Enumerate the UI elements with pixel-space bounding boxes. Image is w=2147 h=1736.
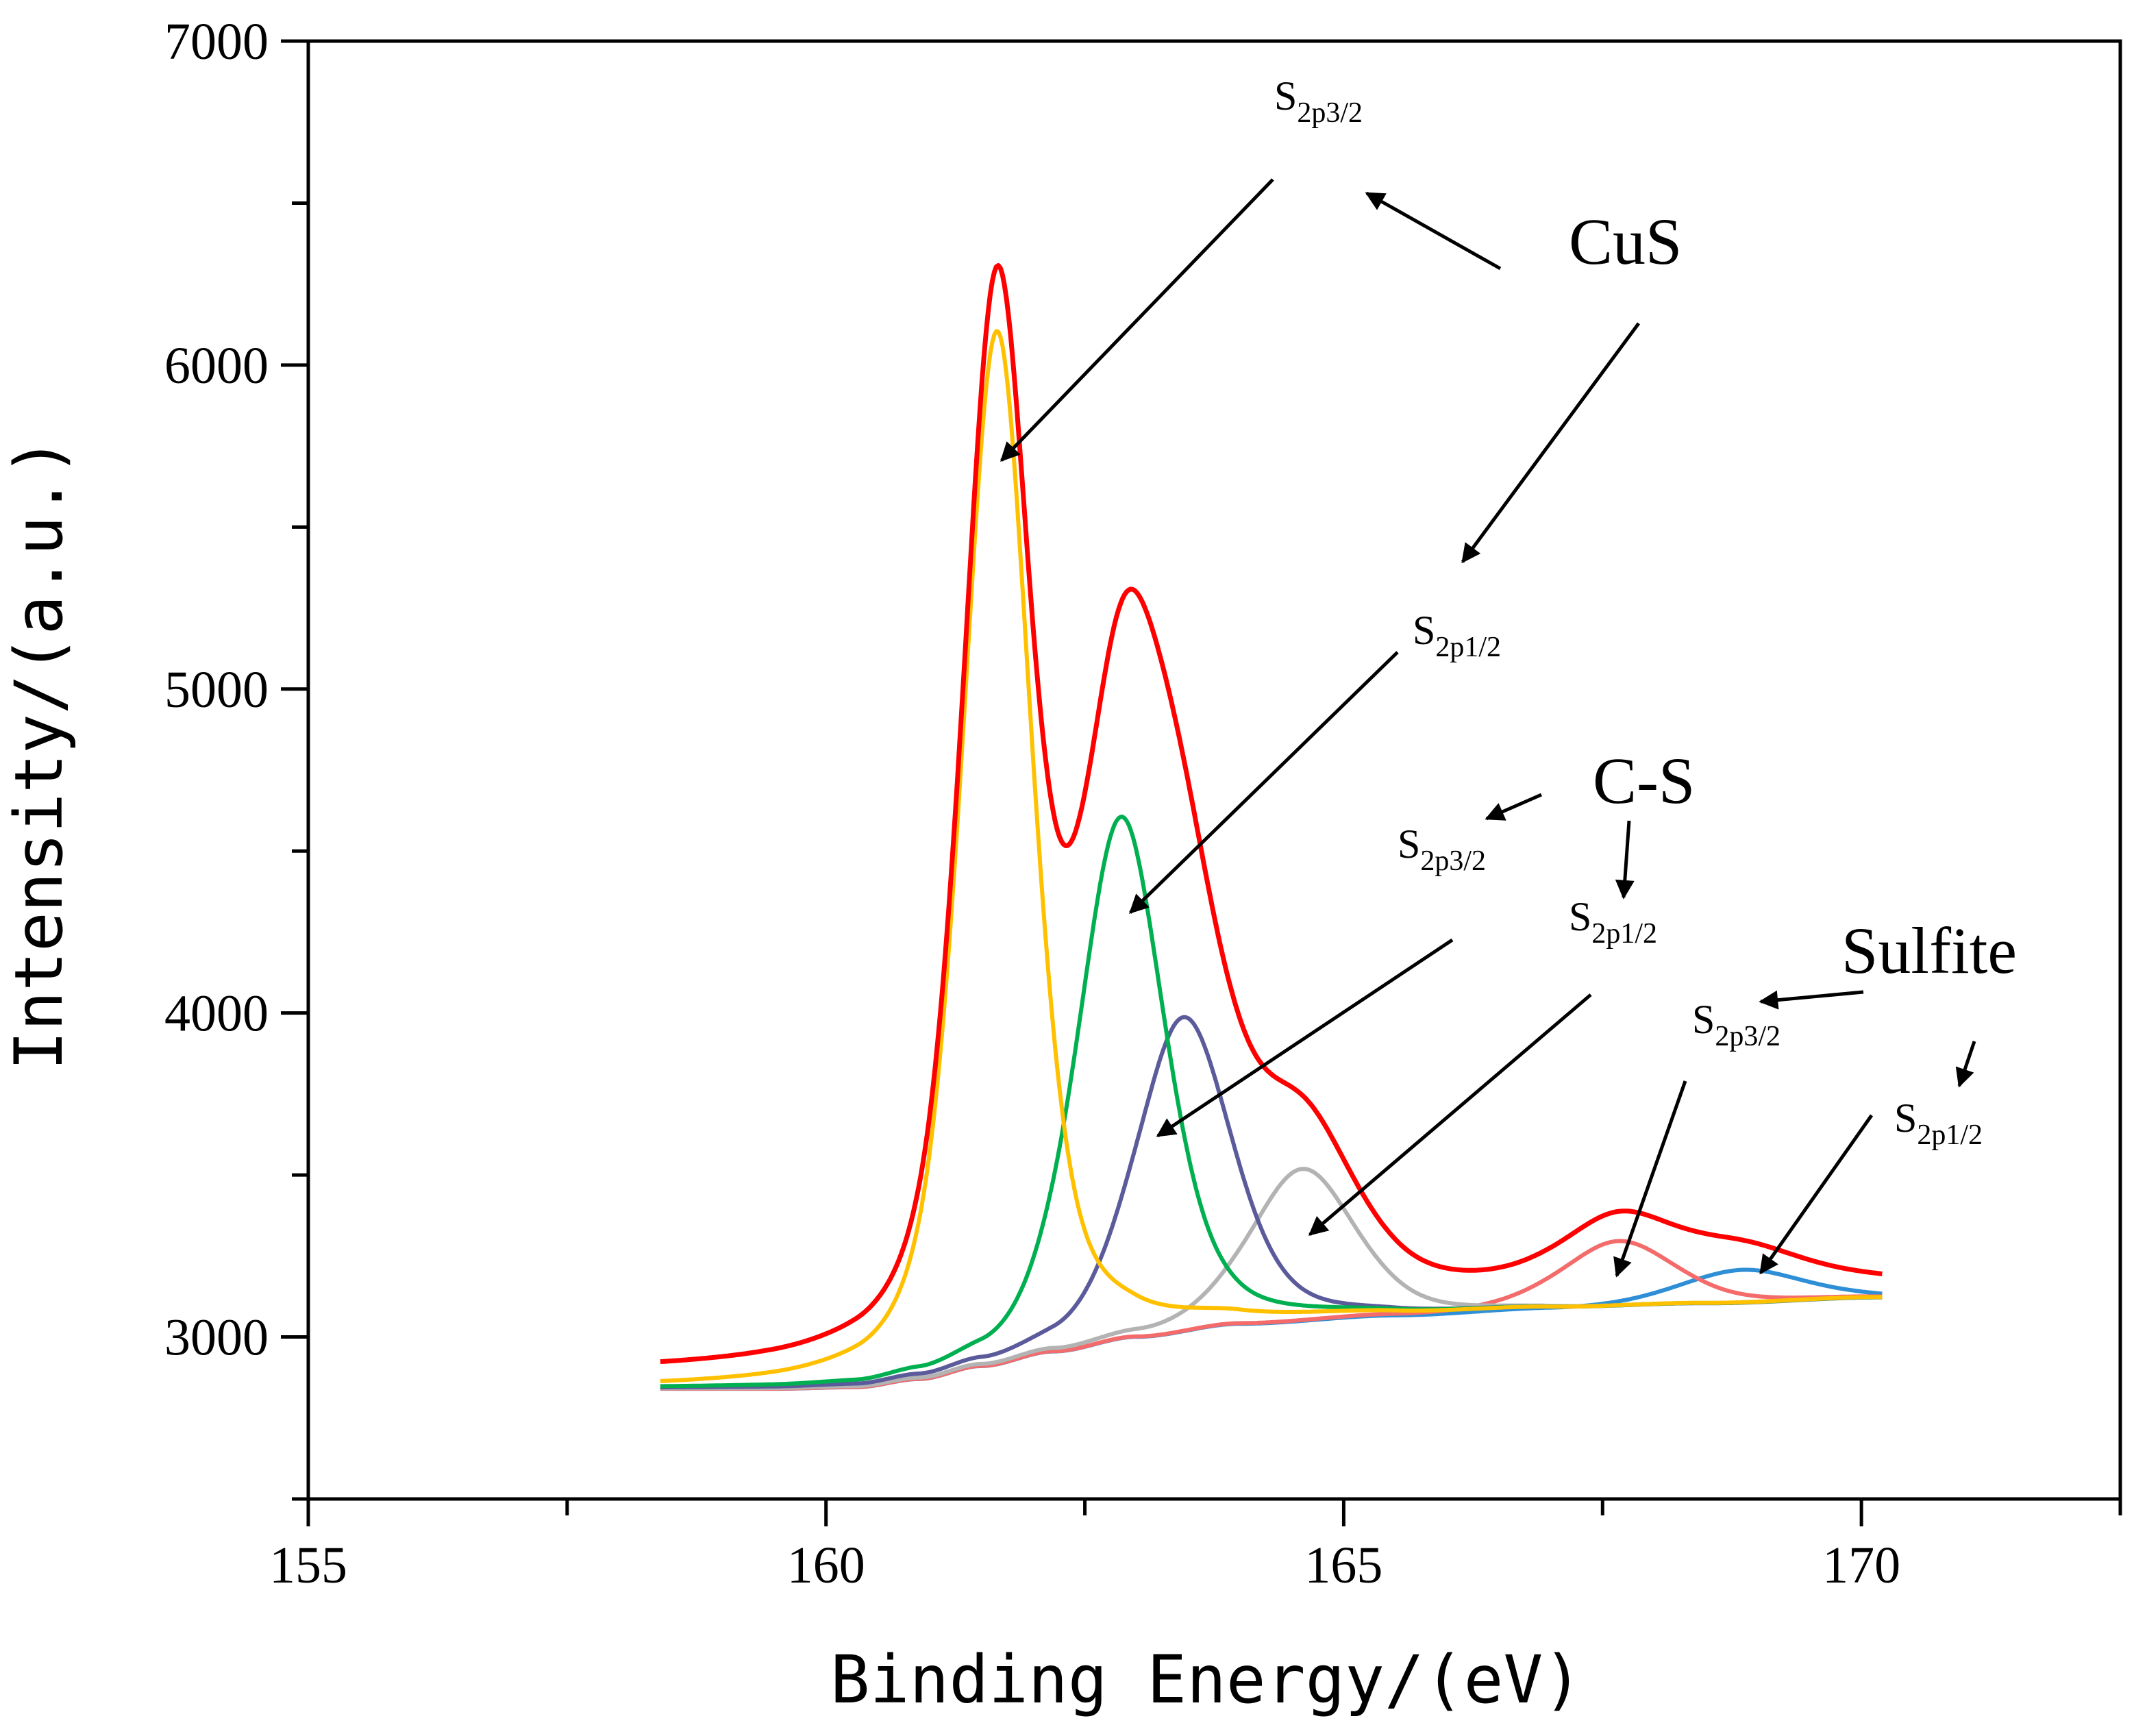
arrow-c-s-2p1-to-peak <box>1308 993 1592 1236</box>
arrow-c-s-to-2p3-label <box>1485 793 1543 821</box>
plot-frame <box>306 39 2122 1501</box>
y-tick-label: 7000 <box>164 13 269 71</box>
group-label-cus: CuS <box>1569 205 1682 278</box>
series-layer <box>660 263 1883 1391</box>
arrow-c-s-2p3-to-peak <box>1156 938 1454 1138</box>
peak-label-cus-2p3: S2p3/2 <box>1274 73 1363 129</box>
arrow-sulfite-2p3-to-peak <box>1613 1080 1687 1278</box>
group-label-c-s: C-S <box>1593 744 1695 817</box>
arrow-cus-to-2p3-label <box>1365 191 1502 271</box>
series-sulfite-s2p1-2 <box>660 1267 1883 1391</box>
peak-label-c-s-2p1: S2p1/2 <box>1569 894 1657 950</box>
peak-label-c-s-2p3: S2p3/2 <box>1398 821 1486 877</box>
arrow-c-s-to-2p1-label <box>1615 820 1635 900</box>
peak-label-sulfite-2p3: S2p3/2 <box>1692 997 1780 1052</box>
y-tick-label: 5000 <box>164 661 269 719</box>
arrow-cus-2p3-to-peak <box>1000 178 1274 462</box>
series-sulfite-s2p3-2 <box>660 1239 1883 1391</box>
y-tick-label: 4000 <box>164 985 269 1043</box>
y-axis-title: Intensity/(a.u.) <box>1 437 77 1071</box>
arrow-sulfite-to-2p3-label <box>1759 990 1864 1010</box>
group-label-sulfite: Sulfite <box>1841 914 2017 987</box>
y-tick-label: 3000 <box>164 1309 269 1367</box>
x-tick-label: 155 <box>269 1537 347 1594</box>
arrow-sulfite-2p1-to-peak <box>1759 1114 1874 1275</box>
arrow-sulfite-to-2p1-label <box>1955 1041 1976 1088</box>
x-axis-title: Binding Energy/(eV) <box>830 1641 1583 1718</box>
arrow-cus-2p1-to-peak <box>1128 651 1399 914</box>
annotation-arrows <box>1000 178 1976 1278</box>
axis-ticks: 155 160 165 170 3000 4000 5000 6000 7000 <box>164 13 2122 1594</box>
peak-label-cus-2p1: S2p1/2 <box>1413 608 1501 663</box>
y-tick-label: 6000 <box>164 337 269 395</box>
x-tick-label: 160 <box>787 1537 865 1594</box>
x-tick-label: 170 <box>1822 1537 1900 1594</box>
x-tick-label: 165 <box>1304 1537 1382 1594</box>
peak-label-sulfite-2p1: S2p1/2 <box>1894 1095 1983 1151</box>
arrow-cus-to-2p1-label <box>1461 322 1641 564</box>
series-envelope <box>660 263 1883 1365</box>
series-cus-s2p3-2 <box>660 329 1883 1383</box>
